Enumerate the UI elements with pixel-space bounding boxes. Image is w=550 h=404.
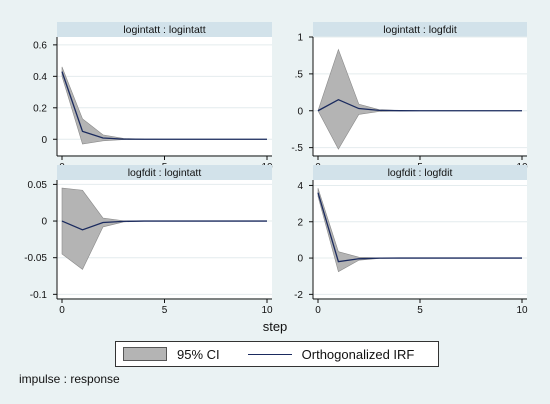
irf-line	[317, 192, 522, 263]
y-tick-label: 0.2	[33, 103, 47, 114]
panel-title: logintatt : logfdit	[383, 24, 457, 36]
x-tick-label: 10	[261, 305, 273, 316]
x-tick-label: 10	[516, 305, 528, 316]
irf-line	[61, 220, 267, 231]
panel-title-bar	[57, 165, 272, 180]
y-tick-label: 4	[297, 181, 303, 192]
ci-swatch-icon	[123, 347, 167, 361]
panel-title: logfdit : logfdit	[388, 167, 453, 179]
y-tick-label: 0	[41, 135, 47, 146]
panel-title-bar	[313, 22, 527, 37]
y-tick-label: -0.1	[30, 290, 48, 301]
y-tick-label: 0.05	[28, 180, 48, 191]
irf-line	[61, 71, 267, 140]
panel-title: logintatt : logintatt	[123, 24, 205, 36]
x-axis-label: step	[263, 319, 288, 334]
y-tick-label: 0	[297, 106, 303, 117]
y-tick-label: .5	[295, 69, 304, 80]
y-tick-label: 2	[297, 217, 303, 228]
panel-title: logfdit : logintatt	[128, 167, 202, 179]
y-tick-label: 1	[297, 33, 303, 44]
y-tick-label: 0.6	[33, 40, 47, 51]
x-tick-label: 0	[315, 305, 321, 316]
legend: 95% CI Orthogonalized IRF	[115, 341, 439, 367]
panel-title-bar	[57, 22, 272, 37]
y-tick-label: 0	[41, 217, 47, 228]
y-tick-label: -2	[294, 290, 303, 301]
y-tick-label: -0.05	[24, 253, 47, 264]
panel-title-bar	[313, 165, 527, 180]
y-tick-label: 0	[297, 254, 303, 265]
irf-line	[317, 98, 522, 112]
legend-item-ci: 95% CI	[116, 347, 220, 362]
plot-area	[313, 180, 527, 298]
y-tick-label: 0.4	[33, 72, 47, 83]
x-tick-label: 0	[59, 305, 65, 316]
irf-line-swatch-icon	[247, 353, 292, 355]
footnote: impulse : response	[19, 372, 120, 386]
legend-label-ci: 95% CI	[177, 346, 220, 362]
x-tick-label: 5	[417, 305, 423, 316]
y-tick-label: -.5	[291, 143, 303, 154]
x-tick-label: 5	[162, 305, 168, 316]
legend-item-irf: Orthogonalized IRF	[220, 346, 415, 362]
legend-label-irf: Orthogonalized IRF	[301, 346, 415, 362]
